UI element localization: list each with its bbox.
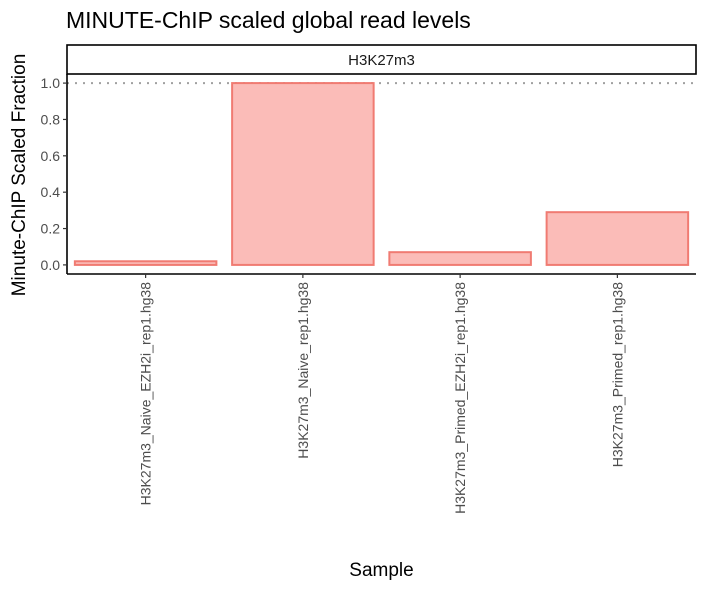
bar: [231, 82, 375, 266]
bar: [388, 251, 532, 266]
y-tick-label: 0.6: [41, 148, 61, 164]
bar: [73, 260, 218, 266]
x-tick-label: H3K27m3_Naive_rep1.hg38: [295, 282, 311, 459]
x-tick-label: H3K27m3_Primed_rep1.hg38: [609, 282, 625, 467]
x-axis-label: Sample: [349, 560, 413, 581]
y-tick-label: 1.0: [41, 75, 61, 91]
x-tick-label: H3K27m3_Primed_EZH2i_rep1.hg38: [452, 282, 468, 514]
y-tick-label: 0.2: [41, 221, 61, 237]
y-axis-label: Minute-ChIP Scaled Fraction: [9, 54, 30, 297]
y-tick-label: 0.4: [41, 184, 61, 200]
x-tick-label: H3K27m3_Naive_EZH2i_rep1.hg38: [138, 282, 154, 506]
facet-strip-label: H3K27m3: [348, 52, 415, 69]
bar: [545, 211, 690, 266]
facet-strip: H3K27m3: [66, 44, 697, 75]
y-tick-label: 0.8: [41, 111, 61, 127]
facet-strip-box: [66, 44, 697, 75]
plot-area: 0.0 0.2 0.4 0.6 0.8 1.0 H3K27m3_Naive_EZH2i_re…: [41, 74, 696, 514]
chart-title: MINUTE-ChIP scaled global read levels: [66, 7, 471, 33]
y-tick-label: 0.0: [41, 257, 61, 273]
